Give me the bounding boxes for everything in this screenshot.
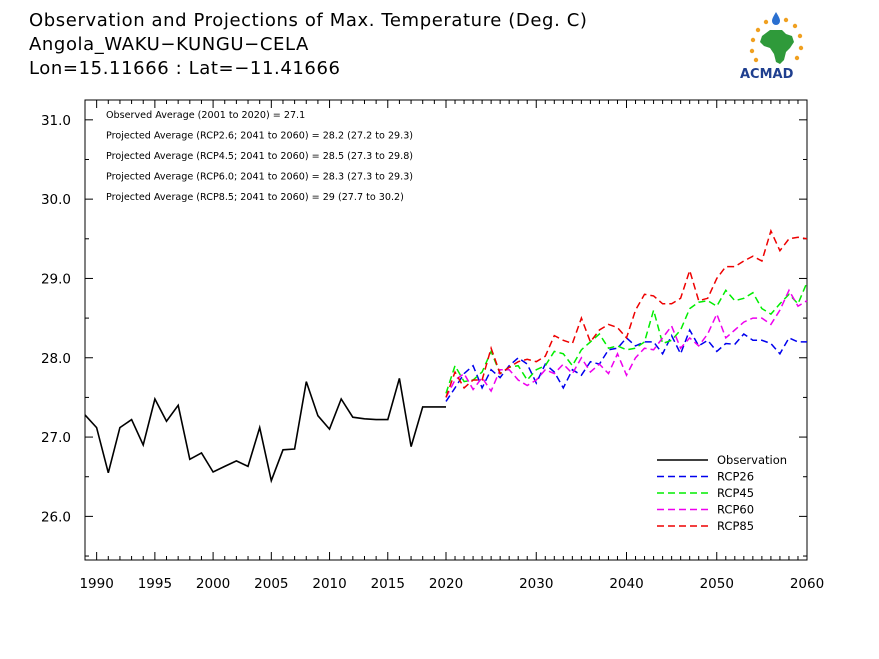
axes: 26.0 27.0 28.0 29.0 30.0 31.0 1990 1995 2000 2005… xyxy=(41,100,824,592)
sun-rays-icon xyxy=(749,15,804,63)
legend: Observation RCP26 RCP45 RCP60 RCP85 xyxy=(657,453,787,533)
legend-label: RCP26 xyxy=(717,470,754,484)
annotation-line: Observed Average (2001 to 2020) = 27.1 xyxy=(106,110,305,121)
africa-map-icon xyxy=(760,30,794,64)
x-tick-label: 1995 xyxy=(138,576,172,592)
legend-label: RCP60 xyxy=(717,503,754,517)
annotation-line: Projected Average (RCP6.0; 2041 to 2060)… xyxy=(106,172,413,183)
x-tick-label: 2050 xyxy=(700,576,734,592)
y-tick-label: 28.0 xyxy=(41,351,71,367)
y-tick-label: 26.0 xyxy=(41,509,71,525)
y-tick-label: 30.0 xyxy=(41,192,71,208)
x-tick-label: 2005 xyxy=(254,576,288,592)
series-line-rcp85 xyxy=(445,228,808,398)
legend-label: RCP45 xyxy=(717,486,754,500)
chart-title: Observation and Projections of Max. Temp… xyxy=(29,10,588,31)
y-tick-label: 29.0 xyxy=(41,271,71,287)
legend-label: Observation xyxy=(717,453,787,467)
x-tick-label: 2060 xyxy=(790,576,824,592)
annotation-line: Projected Average (RCP8.5; 2041 to 2060)… xyxy=(106,192,404,203)
logo-text: ACMAD xyxy=(740,67,794,82)
x-tick-label: 2040 xyxy=(609,576,643,592)
acmad-logo: ACMAD xyxy=(740,12,804,82)
water-drop-icon xyxy=(772,12,780,25)
x-tick-label: 2000 xyxy=(196,576,230,592)
series-line-rcp26 xyxy=(445,328,807,402)
y-tick-label: 27.0 xyxy=(41,430,71,446)
x-tick-label: 2020 xyxy=(429,576,463,592)
series-layer xyxy=(84,228,808,484)
plot-frame xyxy=(84,99,808,561)
y-tick-label: 31.0 xyxy=(41,113,71,129)
legend-label: RCP85 xyxy=(717,519,754,533)
x-tick-label: 2030 xyxy=(519,576,553,592)
series-line-rcp60 xyxy=(445,288,808,398)
x-tick-label: 2015 xyxy=(371,576,405,592)
annotation-line: Projected Average (RCP2.6; 2041 to 2060)… xyxy=(106,131,413,142)
chart-coordinates: Lon=15.11666 : Lat=−11.41666 xyxy=(29,58,341,79)
x-tick-label: 2010 xyxy=(312,576,346,592)
annotation-line: Projected Average (RCP4.5; 2041 to 2060)… xyxy=(106,151,413,162)
x-tick-label: 1990 xyxy=(79,576,113,592)
chart-location: Angola_WAKU−KUNGU−CELA xyxy=(29,34,309,55)
series-line-observation xyxy=(84,378,446,484)
annotation-block: Observed Average (2001 to 2020) = 27.1 Pr… xyxy=(106,110,413,203)
